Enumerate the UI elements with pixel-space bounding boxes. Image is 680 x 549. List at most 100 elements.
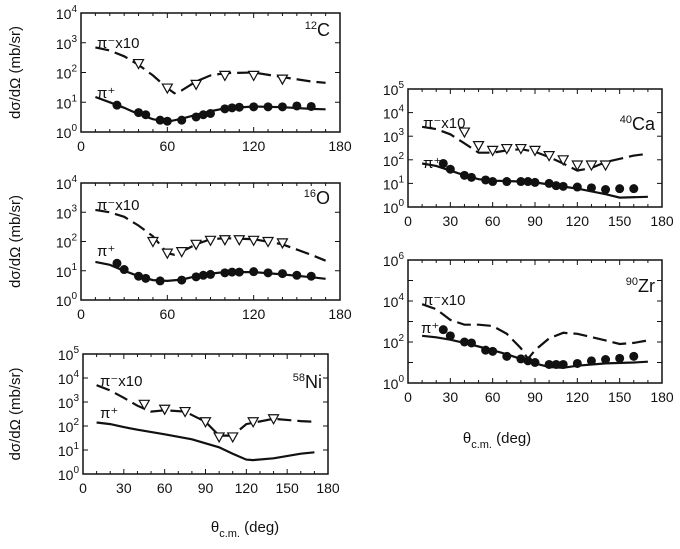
x-tick-label: 0	[404, 213, 412, 229]
pi-plus-label: π⁺	[423, 155, 441, 172]
pi-plus-data-point	[134, 271, 144, 281]
pi-plus-label: π⁺	[97, 85, 115, 102]
pi-plus-data-point	[601, 355, 611, 365]
y-tick-label: 100	[56, 291, 78, 309]
pi-plus-data-point	[629, 184, 639, 194]
pi-plus-data-point	[629, 351, 639, 361]
pi-plus-data-point	[263, 268, 273, 278]
y-tick-label: 103	[58, 393, 80, 411]
pi-minus-data-point	[528, 145, 542, 157]
pi-plus-data-point	[551, 181, 561, 191]
pi-plus-label: π⁺	[421, 320, 439, 337]
x-tick-label: 150	[275, 480, 299, 496]
pi-minus-data-point	[179, 406, 192, 418]
y-tick-label: 102	[56, 233, 78, 251]
pi-plus-data-point	[488, 346, 498, 356]
pi-plus-data-point	[459, 170, 469, 180]
nucleus-label: 58Ni	[293, 372, 322, 392]
pi-minus-label: π⁻x10	[423, 292, 465, 309]
pi-plus-data-point	[558, 181, 568, 191]
pi-minus-data-point	[472, 140, 485, 152]
pi-plus-data-point	[530, 358, 540, 367]
y-tick-label: 100	[56, 123, 78, 141]
pi-plus-data-point	[586, 356, 596, 366]
pi-plus-data-point	[459, 337, 469, 347]
pi-plus-data-point	[445, 331, 455, 341]
pi-plus-data-point	[306, 271, 316, 281]
pi-plus-data-point	[551, 359, 561, 369]
pi-minus-model-line	[95, 208, 327, 262]
x-tick-label: 180	[650, 213, 674, 229]
pi-minus-data-point	[247, 70, 260, 82]
pi-plus-data-point	[572, 182, 582, 192]
x-tick-label: 90	[527, 389, 543, 405]
pi-plus-data-point	[530, 177, 540, 187]
pi-plus-data-point	[438, 325, 448, 335]
pi-minus-data-point	[199, 417, 212, 429]
pi-minus-data-point	[585, 160, 598, 172]
pi-plus-data-point	[586, 183, 596, 193]
pi-minus-data-point	[247, 417, 260, 429]
pi-plus-data-point	[277, 269, 287, 279]
pi-plus-data-point	[198, 110, 208, 120]
pi-plus-data-point	[177, 275, 187, 285]
pi-plus-data-point	[112, 100, 122, 110]
y-tick-label: 105	[383, 80, 405, 98]
pi-minus-data-point	[571, 160, 584, 172]
pi-plus-data-point	[502, 177, 512, 187]
pi-minus-data-point	[132, 58, 145, 70]
pi-plus-data-point	[516, 354, 526, 364]
pi-plus-data-point	[558, 359, 568, 369]
pi-plus-data-point	[544, 359, 554, 369]
pi-plus-data-point	[155, 276, 165, 286]
pi-minus-data-point	[138, 399, 151, 411]
panel-c: 0 60 120 180 100 101 102 103 104 dσ/dΩ (mb/sr) 12C…	[7, 4, 352, 154]
pi-plus-data-point	[481, 175, 491, 185]
pi-minus-data-point	[599, 160, 612, 172]
pi-minus-model-line	[421, 125, 649, 172]
pi-minus-model-line	[96, 384, 315, 437]
pi-minus-data-point	[190, 239, 203, 251]
y-tick-label: 101	[383, 174, 405, 192]
pi-plus-data-point	[438, 158, 448, 168]
x-tick-label: 120	[235, 480, 259, 496]
pi-plus-data-point	[277, 102, 287, 112]
pi-minus-label: π⁻x10	[100, 373, 142, 390]
x-tick-label: 30	[443, 213, 459, 229]
pi-minus-data-point	[190, 79, 203, 91]
pi-plus-data-point	[523, 177, 533, 187]
y-tick-label: 100	[383, 374, 405, 392]
pi-plus-data-point	[263, 102, 273, 112]
pi-plus-data-point	[306, 101, 316, 111]
pi-plus-data-point	[220, 268, 230, 278]
x-tick-label: 30	[443, 389, 459, 405]
pi-plus-model-line	[96, 421, 315, 462]
y-tick-label: 104	[383, 292, 405, 310]
pi-plus-data-point	[249, 267, 259, 277]
y-tick-label: 102	[383, 333, 405, 351]
pi-plus-data-point	[227, 103, 237, 113]
pi-plus-data-point	[292, 101, 302, 111]
y-tick-label: 103	[56, 203, 78, 221]
pi-plus-data-point	[220, 104, 230, 114]
panel-zr: 0 30 60 90 120 150 180 100 102 104 106 90Zr π⁻x10 π⁺	[383, 251, 674, 405]
pi-minus-data-point	[158, 404, 171, 416]
pi-plus-data-point	[249, 102, 259, 112]
pi-minus-data-point	[204, 235, 217, 247]
y-tick-label: 104	[58, 369, 80, 387]
y-tick-label: 106	[383, 251, 405, 269]
pi-minus-data-point	[146, 236, 159, 248]
pi-plus-data-point	[234, 267, 244, 277]
nucleus-label: 90Zr	[626, 276, 655, 296]
pi-plus-data-point	[134, 108, 144, 118]
pi-plus-data-point	[177, 115, 187, 125]
y-axis-label: dσ/dΩ (mb/sr)	[7, 195, 24, 288]
y-tick-label: 102	[56, 64, 78, 82]
panel-ca: 0 30 60 90 120 150 180 100 101 102 103 104 105 40Ca π⁻…	[383, 80, 674, 229]
pi-minus-data-point	[175, 247, 188, 258]
x-tick-label: 60	[485, 389, 501, 405]
pi-plus-data-point	[141, 273, 151, 283]
pi-plus-label: π⁺	[97, 243, 115, 260]
pi-plus-data-point	[227, 267, 237, 277]
